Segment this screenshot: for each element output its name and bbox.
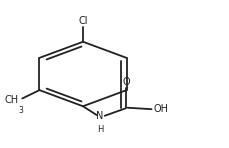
Text: H: H bbox=[97, 125, 103, 134]
Text: N: N bbox=[96, 111, 103, 121]
Text: 3: 3 bbox=[19, 106, 24, 115]
Text: OH: OH bbox=[153, 104, 168, 114]
Text: O: O bbox=[122, 77, 130, 87]
Text: Cl: Cl bbox=[78, 16, 87, 26]
Text: CH: CH bbox=[5, 95, 19, 105]
